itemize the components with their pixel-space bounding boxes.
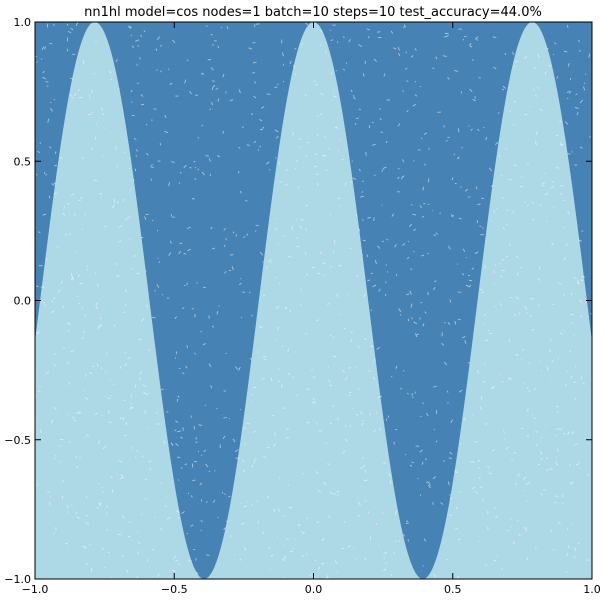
plot-frame bbox=[34, 21, 593, 580]
chart-title: nn1hl model=cos nodes=1 batch=10 steps=1… bbox=[84, 5, 542, 20]
region-above-boundary bbox=[35, 22, 592, 579]
x-tick-label: 1.0 bbox=[583, 583, 601, 596]
y-tick-label: 0.0 bbox=[14, 295, 32, 308]
x-tick-label: 0.0 bbox=[305, 583, 323, 596]
x-tick-label: −1.0 bbox=[22, 583, 49, 596]
y-tick-label: 1.0 bbox=[14, 16, 32, 29]
x-tick-label: 0.5 bbox=[444, 583, 462, 596]
y-tick-label: −0.5 bbox=[4, 434, 31, 447]
speckle-texture bbox=[35, 22, 592, 579]
x-tick-label: −0.5 bbox=[161, 583, 188, 596]
plot-area bbox=[35, 22, 592, 579]
x-axis: −1.0 −0.5 0.0 0.5 1.0 bbox=[22, 22, 601, 596]
region-below-boundary bbox=[35, 22, 592, 579]
y-tick-label: −1.0 bbox=[4, 573, 31, 586]
y-tick-label: 0.5 bbox=[14, 155, 32, 168]
